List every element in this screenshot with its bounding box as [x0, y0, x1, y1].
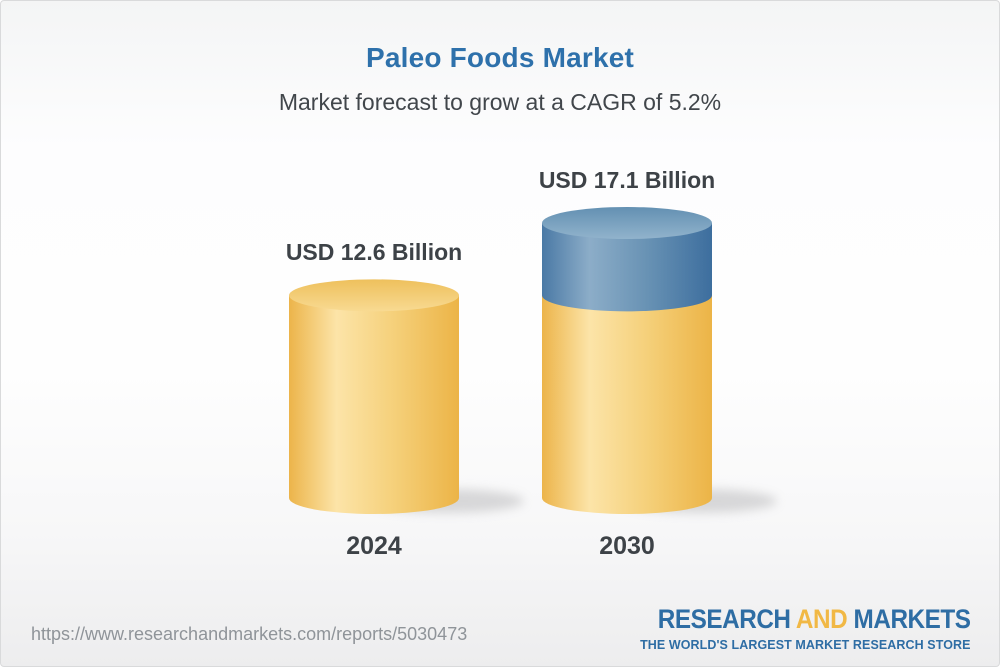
logo-wordmark: RESEARCH AND MARKETS	[658, 604, 971, 635]
cylinder-body-gold	[289, 295, 459, 498]
research-and-markets-logo: RESEARCH AND MARKETS THE WORLD'S LARGEST…	[623, 604, 972, 652]
page-subtitle: Market forecast to grow at a CAGR of 5.2…	[278, 89, 722, 115]
bar-year-label-2024: 2024	[346, 532, 402, 560]
logo-word-research: RESEARCH	[658, 604, 791, 634]
bar-value-label-2024: USD 12.6 Billion	[285, 239, 463, 265]
cylinder-top-disc-blue	[542, 207, 712, 239]
bar-year-label-2030: 2030	[599, 532, 655, 560]
chart-bars	[289, 207, 777, 514]
page-title: Paleo Foods Market	[365, 42, 635, 73]
bar-value-label-2030: USD 17.1 Billion	[538, 167, 716, 193]
logo-tagline: THE WORLD'S LARGEST MARKET RESEARCH STOR…	[640, 637, 971, 652]
logo-word-markets: MARKETS	[854, 604, 971, 634]
report-url-link[interactable]: https://www.researchandmarkets.com/repor…	[31, 624, 468, 644]
cylinder-body-gold	[542, 295, 712, 498]
logo-word-and: AND	[796, 604, 848, 634]
cylinder-top-disc-gold	[289, 279, 459, 312]
